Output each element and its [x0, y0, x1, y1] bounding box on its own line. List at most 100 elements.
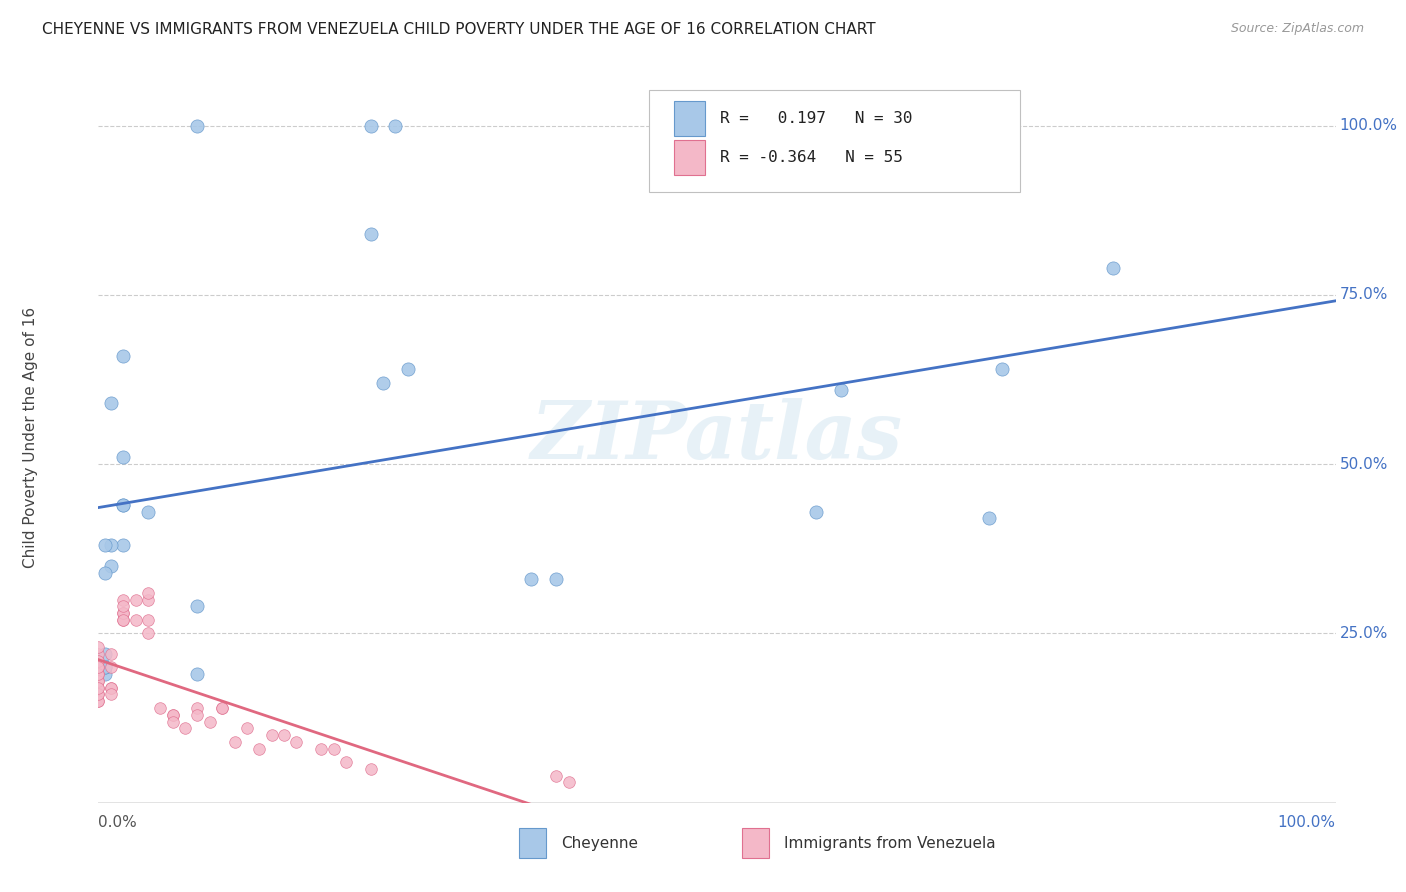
Point	[322, 741, 344, 756]
FancyBboxPatch shape	[673, 102, 704, 136]
Point	[360, 227, 382, 241]
Point	[136, 613, 159, 627]
FancyBboxPatch shape	[650, 90, 1021, 192]
Point	[100, 538, 122, 552]
Point	[112, 599, 135, 614]
Point	[149, 701, 172, 715]
Point	[100, 688, 122, 702]
FancyBboxPatch shape	[673, 140, 704, 175]
Point	[285, 735, 308, 749]
Point	[93, 667, 115, 681]
Point	[557, 775, 579, 789]
Point	[93, 647, 115, 661]
Point	[112, 450, 135, 465]
Point	[87, 660, 110, 674]
Text: 50.0%: 50.0%	[1340, 457, 1388, 472]
Text: Immigrants from Venezuela: Immigrants from Venezuela	[785, 836, 995, 851]
Point	[87, 667, 110, 681]
Point	[224, 735, 246, 749]
Point	[100, 396, 122, 410]
Text: ZIPatlas: ZIPatlas	[531, 399, 903, 475]
Point	[198, 714, 221, 729]
Point	[87, 647, 110, 661]
Point	[247, 741, 270, 756]
Point	[112, 349, 135, 363]
Point	[396, 362, 419, 376]
Point	[87, 654, 110, 668]
Text: 75.0%: 75.0%	[1340, 287, 1388, 302]
Point	[136, 586, 159, 600]
Point	[360, 762, 382, 776]
Point	[186, 599, 208, 614]
Point	[186, 701, 208, 715]
Point	[87, 688, 110, 702]
Text: 25.0%: 25.0%	[1340, 626, 1388, 641]
Point	[162, 707, 184, 722]
Point	[112, 498, 135, 512]
Point	[87, 694, 110, 708]
Point	[87, 673, 110, 688]
Point	[360, 119, 382, 133]
Point	[186, 119, 208, 133]
Point	[186, 707, 208, 722]
Point	[100, 681, 122, 695]
Point	[211, 701, 233, 715]
Point	[93, 538, 115, 552]
Text: Cheyenne: Cheyenne	[561, 836, 638, 851]
Text: 100.0%: 100.0%	[1278, 815, 1336, 830]
Point	[371, 376, 394, 390]
Point	[87, 681, 110, 695]
Point	[546, 572, 568, 586]
Point	[979, 511, 1001, 525]
FancyBboxPatch shape	[742, 829, 769, 858]
Point	[124, 613, 146, 627]
Point	[804, 505, 827, 519]
Text: CHEYENNE VS IMMIGRANTS FROM VENEZUELA CHILD POVERTY UNDER THE AGE OF 16 CORRELAT: CHEYENNE VS IMMIGRANTS FROM VENEZUELA CH…	[42, 22, 876, 37]
Point	[87, 640, 110, 654]
Point	[136, 592, 159, 607]
Point	[87, 694, 110, 708]
Point	[87, 681, 110, 695]
Point	[1102, 260, 1125, 275]
Point	[211, 701, 233, 715]
Point	[830, 383, 852, 397]
Point	[87, 654, 110, 668]
Point	[124, 592, 146, 607]
Point	[112, 538, 135, 552]
Text: 0.0%: 0.0%	[98, 815, 138, 830]
Point	[93, 660, 115, 674]
Point	[236, 721, 259, 735]
Point	[100, 681, 122, 695]
Point	[112, 606, 135, 620]
Point	[87, 688, 110, 702]
Point	[136, 626, 159, 640]
Text: Child Poverty Under the Age of 16: Child Poverty Under the Age of 16	[22, 307, 38, 567]
Point	[162, 707, 184, 722]
Point	[162, 714, 184, 729]
Point	[990, 362, 1012, 376]
Text: Source: ZipAtlas.com: Source: ZipAtlas.com	[1230, 22, 1364, 36]
Point	[309, 741, 332, 756]
Point	[273, 728, 295, 742]
Point	[112, 498, 135, 512]
Point	[112, 613, 135, 627]
Point	[93, 566, 115, 580]
Point	[112, 613, 135, 627]
Point	[100, 558, 122, 573]
Point	[87, 667, 110, 681]
Text: 100.0%: 100.0%	[1340, 118, 1398, 133]
Text: R = -0.364   N = 55: R = -0.364 N = 55	[720, 150, 903, 165]
Point	[335, 755, 357, 769]
Point	[520, 572, 543, 586]
Point	[546, 769, 568, 783]
Point	[260, 728, 283, 742]
Point	[186, 667, 208, 681]
Point	[100, 660, 122, 674]
Text: R =   0.197   N = 30: R = 0.197 N = 30	[720, 112, 912, 127]
Point	[93, 660, 115, 674]
Point	[87, 673, 110, 688]
Point	[112, 606, 135, 620]
FancyBboxPatch shape	[519, 829, 547, 858]
Point	[174, 721, 197, 735]
Point	[136, 505, 159, 519]
